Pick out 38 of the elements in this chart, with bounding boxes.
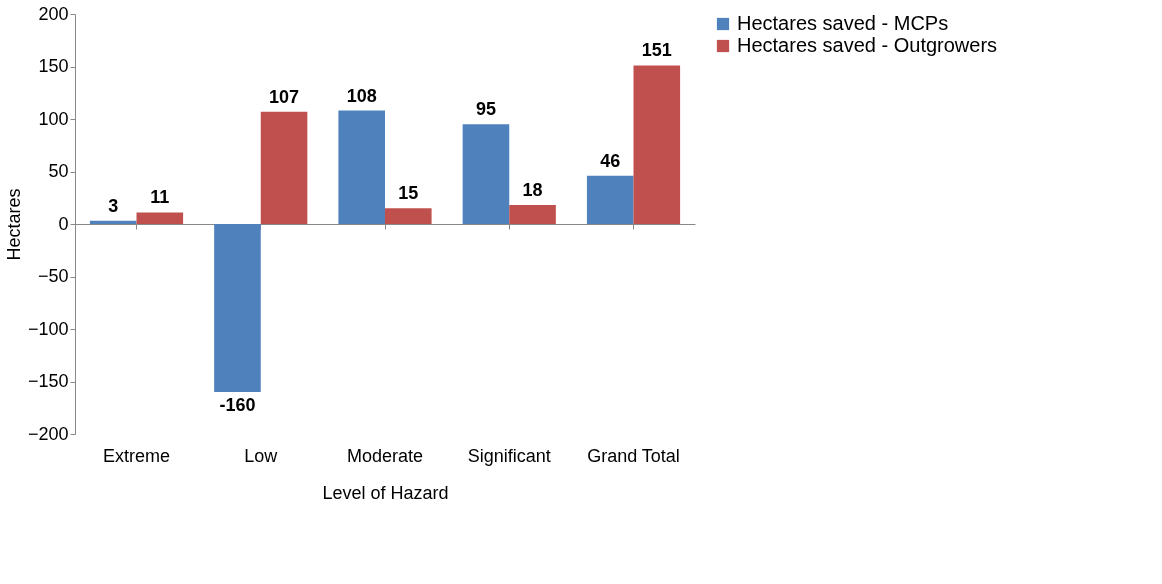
bar	[509, 205, 556, 224]
data-label: 15	[398, 183, 419, 204]
bar	[385, 208, 432, 224]
bar	[89, 220, 137, 224]
data-label: -160	[219, 395, 256, 415]
data-label: 46	[600, 150, 621, 171]
y-tick-label: 50	[48, 161, 69, 181]
y-tick-label: 150	[38, 56, 69, 76]
bar	[260, 111, 308, 224]
y-tick-label: 100	[38, 108, 69, 129]
data-label: 3	[108, 195, 119, 216]
data-label: 151	[641, 40, 672, 61]
data-label: 107	[269, 86, 300, 107]
bar	[462, 124, 510, 224]
y-axis-title: Hectares	[3, 188, 24, 261]
bar	[136, 212, 184, 224]
y-tick-label: −150	[27, 371, 69, 391]
data-label: 95	[475, 99, 496, 120]
data-label: 18	[522, 180, 543, 201]
x-tick-label: Low	[244, 445, 279, 466]
y-tick-label: 200	[38, 3, 69, 24]
bar	[633, 65, 681, 224]
x-tick-label: Extreme	[102, 445, 171, 466]
legend-label: Hectares saved - Outgrowers	[737, 34, 998, 56]
bar	[338, 110, 385, 224]
x-tick-label: Significant	[467, 445, 551, 466]
y-tick-label: −100	[27, 318, 69, 339]
bar	[214, 224, 261, 392]
legend-label: Hectares saved - MCPs	[737, 12, 949, 34]
bar	[586, 175, 634, 224]
data-label: 11	[150, 187, 170, 208]
y-tick-label: −50	[37, 266, 69, 286]
x-tick-label: Moderate	[346, 445, 424, 466]
x-axis-title: Level of Hazard	[322, 482, 449, 503]
data-label: 108	[346, 85, 377, 106]
x-tick-label: Grand Total	[587, 445, 680, 466]
y-tick-label: −200	[27, 423, 69, 444]
y-tick-label: 0	[58, 213, 69, 234]
